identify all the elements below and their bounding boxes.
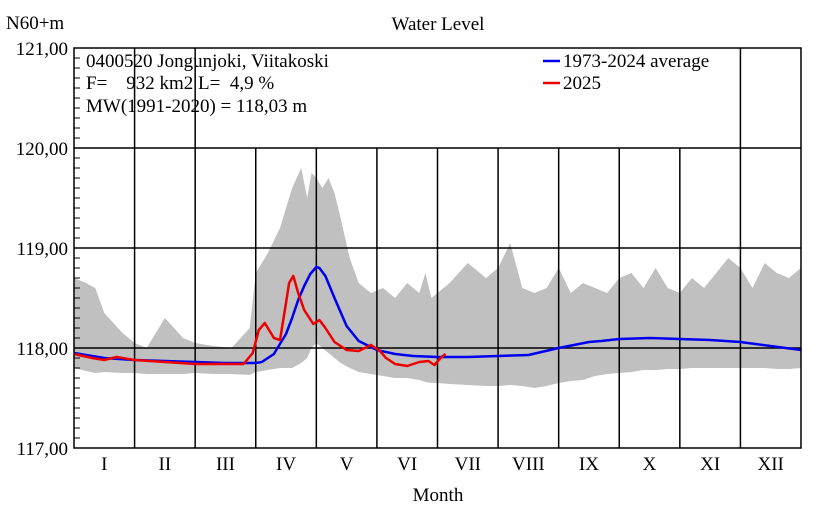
chart-title: Water Level	[392, 14, 485, 35]
series-line-2025	[73, 274, 447, 368]
month-label-V: V	[340, 454, 354, 475]
info-station: 0400520 Jongunjoki, Viitakoski	[86, 51, 329, 72]
month-label-VIII: VIII	[512, 454, 545, 475]
month-label-X: X	[643, 454, 657, 475]
info-box: 0400520 Jongunjoki, Viitakoski F= 932 km…	[86, 51, 329, 117]
plot-frame	[73, 47, 802, 449]
info-area: F= 932 km2 L= 4,9 %	[86, 73, 274, 94]
month-label-I: I	[101, 454, 107, 475]
month-label-II: II	[159, 454, 172, 475]
legend: 1973-2024 average 2025	[543, 51, 709, 94]
month-label-XII: XII	[758, 454, 784, 475]
grid-layer	[74, 48, 801, 448]
y-tick-label-4: 121,00	[16, 39, 68, 60]
y-tick-label-3: 120,00	[16, 139, 68, 160]
y-tick-label-0: 117,00	[16, 439, 68, 460]
legend-label-2025: 2025	[563, 73, 601, 94]
x-axis-label: Month	[413, 485, 464, 506]
month-label-IV: IV	[276, 454, 296, 475]
month-label-VI: VI	[397, 454, 417, 475]
month-label-VII: VII	[455, 454, 481, 475]
month-label-IX: IX	[579, 454, 599, 475]
y-axis-label: N60+m	[6, 13, 64, 34]
y-tick-label-2: 119,00	[16, 239, 68, 260]
info-mean-water: MW(1991-2020) = 118,03 m	[86, 96, 307, 117]
series-line-average	[73, 265, 802, 365]
month-label-III: III	[216, 454, 235, 475]
series-layer	[73, 265, 802, 368]
legend-label-average: 1973-2024 average	[563, 51, 709, 72]
month-label-XI: XI	[700, 454, 720, 475]
y-tick-label-1: 118,00	[16, 339, 68, 360]
